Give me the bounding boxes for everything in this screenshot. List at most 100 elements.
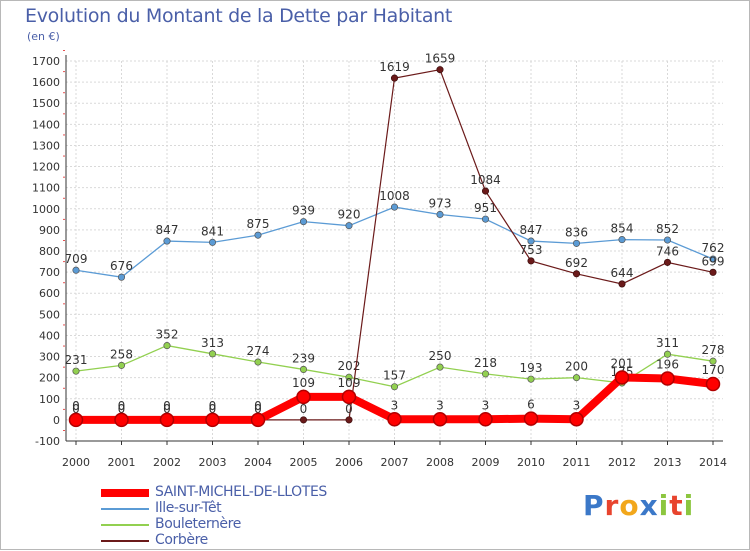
- data-label: 0: [163, 402, 171, 416]
- x-tick-label: 2014: [699, 456, 727, 469]
- data-label: 313: [201, 336, 224, 350]
- data-point: [345, 222, 353, 230]
- data-label: 709: [65, 252, 88, 266]
- data-point: [527, 375, 535, 383]
- y-tick-label: 1700: [32, 55, 60, 68]
- y-tick-label: 1600: [32, 76, 60, 89]
- logo-letter: x: [639, 489, 659, 522]
- x-tick-label: 2013: [654, 456, 682, 469]
- y-tick-label: 500: [39, 308, 60, 321]
- data-point: [709, 255, 717, 263]
- logo-letter: P: [583, 489, 605, 522]
- y-tick-label: 1200: [32, 161, 60, 174]
- data-label: 6: [527, 398, 535, 412]
- x-tick-label: 2009: [472, 456, 500, 469]
- data-point: [299, 416, 308, 424]
- legend-swatch: [101, 540, 149, 542]
- x-tick-label: 2003: [199, 456, 227, 469]
- x-tick-label: 2010: [517, 456, 545, 469]
- data-label: 847: [520, 223, 543, 237]
- data-label: 202: [338, 359, 361, 373]
- data-label: 196: [656, 358, 679, 372]
- data-label: 951: [474, 201, 497, 215]
- data-label: 692: [565, 256, 588, 270]
- data-point: [68, 412, 84, 428]
- data-point: [481, 187, 490, 195]
- data-point: [114, 412, 129, 428]
- data-point: [387, 412, 402, 427]
- y-tick-label: 800: [39, 245, 60, 258]
- data-label: 0: [72, 399, 80, 413]
- x-tick-label: 2011: [563, 456, 591, 469]
- data-point: [523, 411, 539, 426]
- y-tick-label: 1500: [32, 97, 60, 110]
- data-label: 311: [656, 336, 679, 350]
- data-point: [432, 412, 448, 427]
- data-label: 841: [201, 224, 224, 238]
- y-tick-label: 1400: [32, 118, 60, 131]
- legend-swatch: [101, 489, 149, 497]
- data-label: 201: [611, 356, 634, 370]
- y-tick-label: 0: [53, 414, 60, 427]
- data-point: [208, 350, 217, 358]
- data-label: 258: [110, 347, 133, 361]
- data-point: [72, 367, 80, 375]
- data-label: 250: [429, 349, 452, 363]
- data-label: 0: [118, 402, 126, 416]
- data-label: 676: [110, 259, 133, 273]
- legend-label: Ille-sur-Têt: [155, 500, 222, 516]
- data-label: 1008: [379, 189, 410, 203]
- data-label: 847: [156, 223, 179, 237]
- chart-title: Evolution du Montant de la Dette par Hab…: [25, 5, 453, 27]
- data-point: [436, 363, 444, 371]
- y-tick-label: 100: [39, 393, 60, 406]
- data-label: 1659: [425, 52, 456, 66]
- data-label: 0: [300, 402, 308, 416]
- data-point: [72, 266, 80, 274]
- data-label: 0: [163, 399, 171, 413]
- data-point: [569, 412, 584, 427]
- data-point: [390, 203, 399, 211]
- legend-swatch: [101, 524, 149, 526]
- data-point: [341, 389, 357, 405]
- data-point: [709, 268, 717, 276]
- proxiti-logo: Proxiti: [583, 489, 694, 522]
- y-tick-label: 900: [39, 224, 60, 237]
- logo-letter: o: [619, 489, 640, 522]
- data-point: [663, 258, 672, 266]
- data-label: 3: [436, 398, 444, 412]
- data-label: 920: [338, 208, 361, 222]
- data-point: [345, 416, 353, 424]
- y-tick-label: 1100: [32, 182, 60, 195]
- data-label: 0: [345, 402, 353, 416]
- data-label: 852: [656, 222, 679, 236]
- data-point: [254, 358, 262, 366]
- data-point: [481, 370, 490, 378]
- y-tick-label: 200: [39, 372, 60, 385]
- data-label: 193: [520, 361, 543, 375]
- data-point: [296, 389, 311, 405]
- data-label: 1619: [379, 60, 410, 74]
- y-tick-label: 600: [39, 287, 60, 300]
- data-point: [390, 383, 399, 391]
- data-point: [250, 412, 266, 428]
- data-point: [572, 239, 581, 247]
- data-label: 762: [702, 241, 725, 255]
- y-tick-label: -100: [35, 435, 60, 448]
- data-point: [436, 210, 444, 219]
- data-point: [481, 215, 490, 223]
- x-tick-label: 2007: [381, 456, 409, 469]
- data-label: 0: [254, 399, 262, 413]
- x-tick-label: 2001: [108, 456, 136, 469]
- data-label: 3: [573, 398, 581, 412]
- data-label: 939: [292, 204, 315, 218]
- logo-letter: t: [669, 489, 684, 522]
- data-label: 231: [65, 353, 88, 367]
- data-point: [345, 373, 353, 381]
- data-label: 200: [565, 360, 588, 374]
- data-label: 0: [72, 402, 80, 416]
- data-label: 644: [611, 266, 634, 280]
- data-label: 836: [565, 225, 588, 239]
- data-label: 0: [209, 399, 217, 413]
- x-tick-label: 2012: [608, 456, 636, 469]
